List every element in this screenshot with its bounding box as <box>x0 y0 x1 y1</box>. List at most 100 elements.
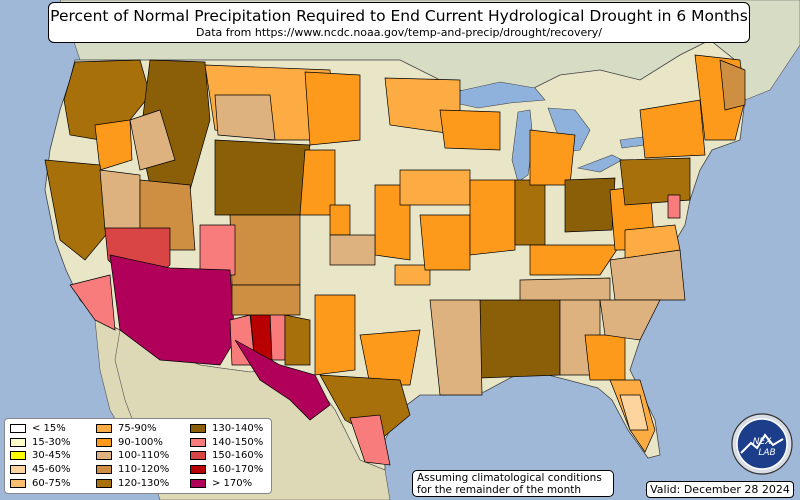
region-dakota-orange <box>304 71 361 146</box>
region-wi-orange <box>439 109 501 151</box>
legend-swatch <box>10 478 26 488</box>
region-nv-tan <box>99 169 141 231</box>
legend-label: 75-90% <box>118 423 157 435</box>
legend-item: 120-130% <box>96 476 190 490</box>
legend-item: 30-45% <box>10 449 96 463</box>
legend-swatch <box>10 451 26 461</box>
legend-swatch <box>190 437 206 447</box>
region-mi-orange <box>529 129 576 186</box>
region-tx-orange2 <box>359 329 421 386</box>
region-ut-pink <box>199 224 236 276</box>
legend-swatch <box>10 437 26 447</box>
region-tx-pink <box>349 414 391 466</box>
legend-label: 15-30% <box>32 436 71 448</box>
legend-item: 160-170% <box>190 463 276 477</box>
map-title: Percent of Normal Precipitation Required… <box>50 7 748 25</box>
svg-text:NEX: NEX <box>753 437 772 447</box>
region-se-brown <box>479 299 561 379</box>
region-mo-orange <box>419 214 471 271</box>
region-socal-pink <box>69 274 116 331</box>
legend-label: 120-130% <box>118 477 170 489</box>
region-ny-orange <box>639 99 706 159</box>
region-ga-orange <box>584 334 626 381</box>
region-or-orange <box>94 119 133 171</box>
region-ok-tan <box>231 284 301 316</box>
region-ok-orange <box>394 264 431 286</box>
legend-item: 45-60% <box>10 463 96 477</box>
region-nm-brown <box>284 314 311 366</box>
map-subtitle: Data from https://www.ncdc.noaa.gov/temp… <box>196 26 602 39</box>
region-fl-tan <box>619 394 649 431</box>
region-wy-brown <box>214 139 311 216</box>
legend-item: 90-100% <box>96 436 190 450</box>
legend-item: 140-150% <box>190 436 276 450</box>
region-or-tan <box>129 109 176 171</box>
region-la-tan <box>429 299 483 396</box>
region-in-mix <box>514 179 546 246</box>
region-tx-brown <box>319 374 411 441</box>
region-nj-pink <box>667 194 681 219</box>
legend-item: < 15% <box>10 422 96 436</box>
legend: < 15% 15-30% 30-45% 45-60% 60-75% 75-90% 90-10… <box>4 418 272 494</box>
region-il-orange <box>469 179 516 256</box>
title-box: Percent of Normal Precipitation Required… <box>48 2 750 43</box>
legend-swatch <box>10 465 26 475</box>
region-ca-north <box>44 159 111 261</box>
legend-label: 60-75% <box>32 477 71 489</box>
region-oh-brown <box>564 177 616 233</box>
region-ks-orange <box>329 204 351 236</box>
legend-item: 15-30% <box>10 436 96 450</box>
legend-item: > 170% <box>190 476 276 490</box>
legend-swatch <box>96 437 112 447</box>
legend-label: 30-45% <box>32 450 71 462</box>
legend-label: 100-110% <box>118 450 170 462</box>
region-tn-tan <box>519 277 611 303</box>
legend-label: 150-160% <box>212 450 264 462</box>
legend-item: 150-160% <box>190 449 276 463</box>
legend-item: 130-140% <box>190 422 276 436</box>
region-ks-tan <box>329 234 376 266</box>
region-sc-tan <box>599 299 661 341</box>
legend-label: < 15% <box>32 423 66 435</box>
legend-swatch <box>96 478 112 488</box>
region-me-tan <box>719 59 746 111</box>
legend-label: 90-100% <box>118 436 163 448</box>
region-tx-orange <box>314 294 356 376</box>
legend-swatch <box>96 451 112 461</box>
assumption-note: Assuming climatological conditions for t… <box>412 470 614 497</box>
region-tx-magenta <box>234 339 331 421</box>
lake-huron <box>547 107 591 153</box>
legend-swatch <box>96 424 112 434</box>
legend-label: 140-150% <box>212 436 264 448</box>
legend-item: 75-90% <box>96 422 190 436</box>
region-ia-orange <box>399 169 471 206</box>
note-line-2: for the remainder of the month <box>417 484 582 496</box>
region-va-orange <box>624 224 681 259</box>
region-nm-pink2 <box>269 311 286 361</box>
legend-item: 110-120% <box>96 463 190 477</box>
region-az-magenta <box>109 254 236 366</box>
legend-label: 110-120% <box>118 464 170 476</box>
legend-label: 160-170% <box>212 464 264 476</box>
legend-item: 60-75% <box>10 476 96 490</box>
drought-regions <box>44 54 746 466</box>
legend-swatch <box>96 465 112 475</box>
legend-label: 45-60% <box>32 464 71 476</box>
lake-superior <box>454 81 546 109</box>
region-mt-tan <box>214 94 276 141</box>
region-ky-orange <box>529 244 621 276</box>
region-pa-brown <box>619 157 691 206</box>
legend-swatch <box>190 465 206 475</box>
valid-date: Valid: December 28 2024 <box>646 481 794 498</box>
legend-swatch <box>10 424 26 434</box>
legend-label: > 170% <box>212 477 253 489</box>
lake-michigan <box>511 109 534 183</box>
nexlab-logo-icon: NEX LAB <box>731 413 793 475</box>
note-line-1: Assuming climatological conditions <box>417 472 602 484</box>
legend-swatch <box>190 424 206 434</box>
svg-text:LAB: LAB <box>758 448 775 458</box>
legend-swatch <box>190 478 206 488</box>
legend-swatch <box>190 451 206 461</box>
